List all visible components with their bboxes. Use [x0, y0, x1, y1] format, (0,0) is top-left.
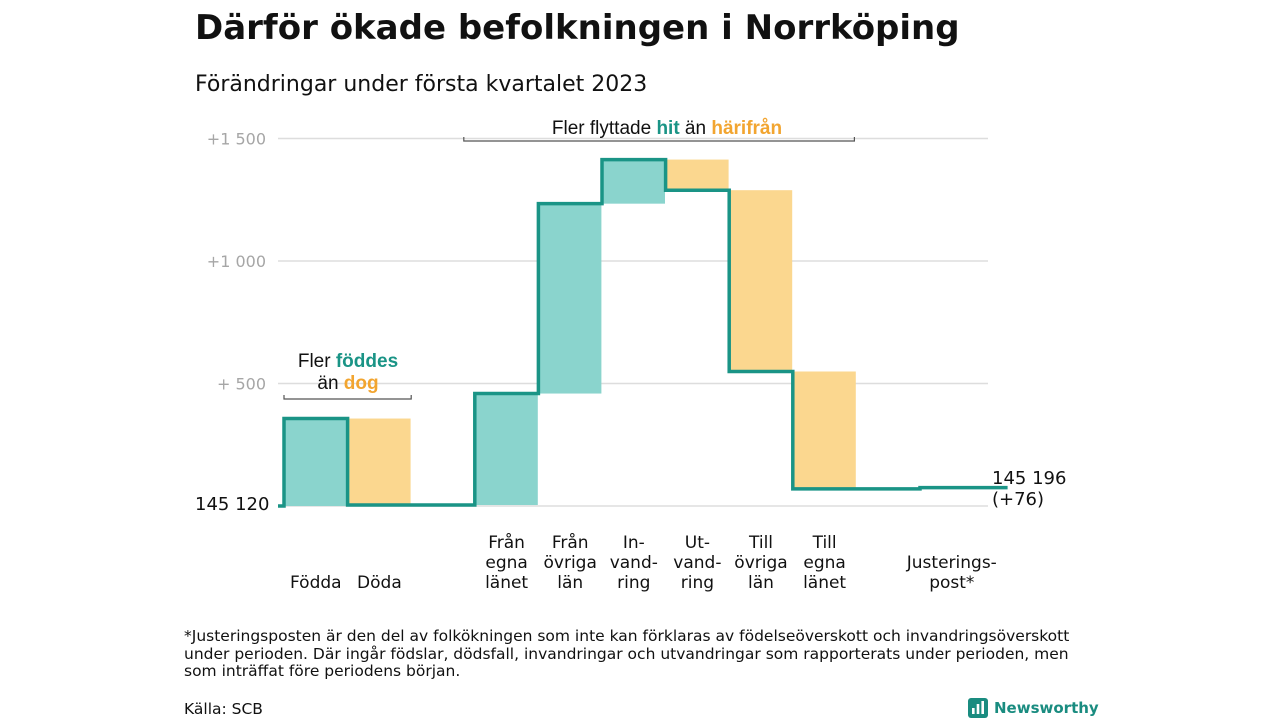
annotation-migration-highlight2: härifrån: [711, 118, 782, 139]
category-label: ring: [681, 573, 714, 593]
footnote: *Justeringsposten är den del av folkökni…: [184, 627, 1070, 680]
source-label: Källa: SCB: [184, 700, 263, 718]
category-label: Till: [812, 533, 837, 553]
category-label: ring: [617, 573, 650, 593]
annotation-births-line1: Fler föddes: [298, 351, 398, 372]
bar: [347, 418, 411, 506]
brand-name: Newsworthy: [994, 699, 1099, 717]
bar: [665, 159, 729, 191]
category-label: län: [557, 573, 583, 593]
cumulative-line: [278, 157, 1008, 508]
category-label: länet: [485, 573, 528, 593]
category-label: post*: [929, 573, 974, 593]
end-value-label: 145 196: [992, 468, 1066, 489]
bracket-migration: [463, 137, 855, 142]
bracket-births: [283, 395, 412, 400]
base-value-label: 145 120: [195, 494, 269, 515]
bar: [284, 418, 347, 506]
category-label: län: [748, 573, 774, 593]
annotation-migration: Fler flyttade hit än härifrån: [552, 118, 782, 139]
cumulative-step-line: [278, 157, 1008, 508]
category-label: länet: [803, 573, 846, 593]
bars: [284, 159, 983, 506]
category-label: In-: [623, 533, 645, 553]
bar: [538, 203, 602, 394]
y-tick-label: +1 500: [207, 130, 266, 149]
bar: [729, 190, 793, 372]
y-tick-label: + 500: [217, 375, 266, 394]
bar: [474, 393, 538, 506]
category-label: övriga: [734, 553, 787, 573]
bar: [792, 371, 856, 489]
category-label: vand-: [673, 553, 721, 573]
bar: [602, 159, 665, 204]
category-label: Döda: [357, 573, 402, 593]
category-label: vand-: [610, 553, 658, 573]
category-label: Justerings-: [906, 553, 997, 573]
category-label: övriga: [544, 553, 597, 573]
y-tick-label: +1 000: [207, 252, 266, 271]
category-label: Födda: [290, 573, 342, 593]
category-label: Ut-: [685, 533, 710, 553]
chart-title: Därför ökade befolkningen i Norrköping: [195, 8, 960, 48]
category-label: egna: [485, 553, 527, 573]
category-label: Till: [748, 533, 773, 553]
annotation-births-highlight2: dog: [344, 373, 379, 394]
annotation-births-highlight: föddes: [336, 351, 398, 372]
category-label: Från: [552, 532, 589, 553]
chart-subtitle: Förändringar under första kvartalet 2023: [195, 72, 648, 97]
category-label: Från: [488, 532, 525, 553]
annotation-migration-highlight: hit: [656, 118, 680, 139]
brand-logo: Newsworthy: [968, 697, 1099, 719]
end-change-label: (+76): [992, 489, 1044, 510]
annotation-births-line2: än dog: [317, 373, 378, 394]
category-label: egna: [803, 553, 845, 573]
newsworthy-icon: [968, 698, 988, 718]
annotation-brackets: [283, 137, 855, 400]
